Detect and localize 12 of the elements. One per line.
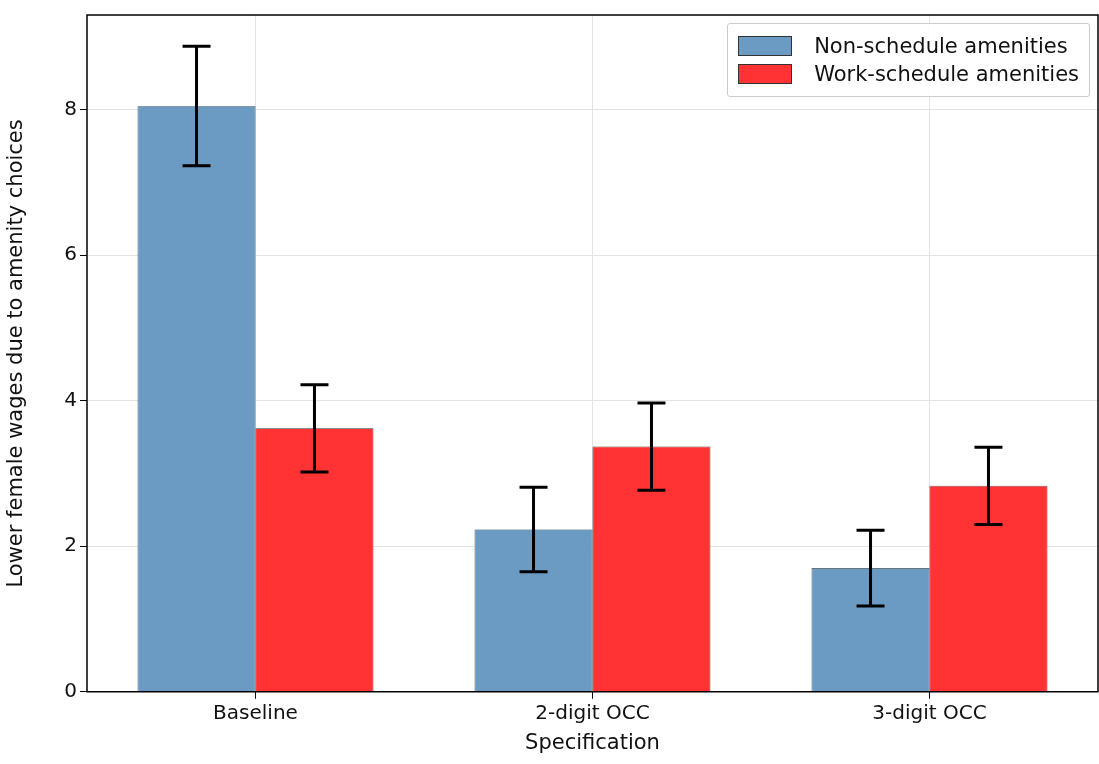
legend-label: Work-schedule amenities (814, 62, 1079, 86)
y-tick-label: 6 (64, 241, 77, 266)
y-tick-label: 2 (64, 532, 77, 557)
x-tick-label: Baseline (213, 700, 298, 724)
y-tick-label: 8 (64, 95, 77, 120)
x-tick-label: 3-digit OCC (872, 700, 987, 724)
x-tick-label: 2-digit OCC (535, 700, 650, 724)
legend-label: Non-schedule amenities (814, 34, 1068, 58)
x-axis-title: Specification (525, 729, 660, 754)
y-tick-label: 4 (64, 386, 77, 411)
y-axis-title: Lower female wages due to amenity choices (3, 119, 28, 588)
y-tick-label: 0 (64, 678, 77, 702)
